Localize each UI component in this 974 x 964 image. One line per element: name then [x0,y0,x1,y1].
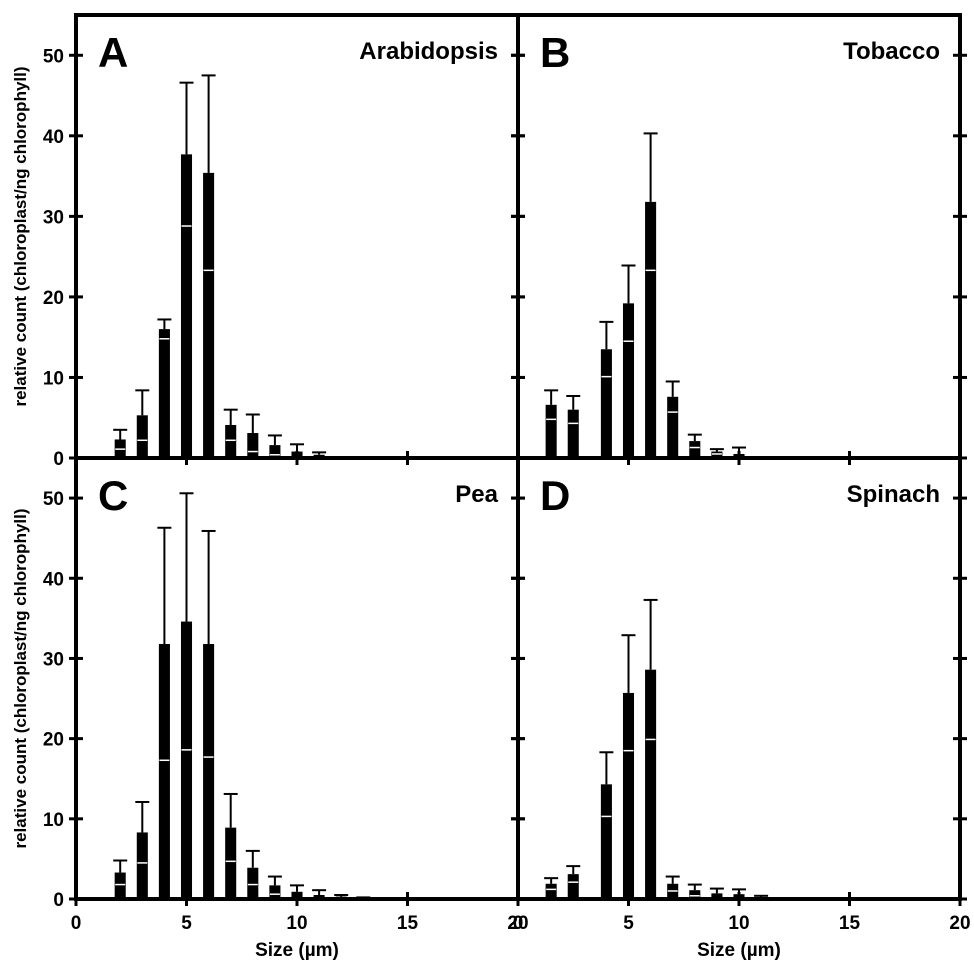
panel-c: 0 10 20 30 40 50 0 5 10 15 20 C Pea relative count (c… [11,456,529,961]
panel-b: B Tobacco [511,13,967,465]
bar [645,669,657,899]
bar [622,692,635,899]
x-tick-label: 20 [949,913,970,934]
bar [733,894,745,899]
x-tick-label: 0 [513,913,524,934]
y-tick-label: 0 [53,449,64,470]
bar [269,885,281,899]
y-tick-label: 0 [53,890,64,911]
bar [733,453,745,458]
bar [357,898,369,899]
bar [711,893,723,899]
y-tick-label: 20 [43,288,64,309]
plot-frame [516,456,962,901]
x-tick-label: 15 [397,913,419,934]
bar [567,874,579,899]
bar [667,396,679,458]
bar [600,349,612,458]
bar [136,832,148,899]
panel-letter: D [540,472,570,519]
bar [247,433,259,458]
panel-letter: A [98,29,128,76]
bar [755,897,767,899]
y-axis-title: relative count (chloroplast/ng chlorophy… [11,66,30,406]
bar [291,891,303,899]
y-tick-label: 50 [43,489,64,510]
y-tick-label: 40 [43,569,64,590]
panel-a: 0 10 20 30 40 50 A Arabidopsis relative count (c… [11,13,525,470]
bar [567,409,579,458]
bar [158,644,170,899]
panel-title: Pea [455,481,498,508]
bar [291,451,303,458]
bar [114,872,126,899]
x-axis-title: Size (µm) [255,940,339,961]
plot-frame [516,13,962,460]
y-tick-label: 30 [43,207,64,228]
bar [225,827,237,899]
x-axis-title: Size (µm) [697,940,781,961]
bar [689,890,701,899]
bar [203,172,215,459]
bar [136,415,148,458]
bar [269,445,281,458]
y-tick-label: 10 [43,810,64,831]
bar [225,424,237,458]
x-tick-label: 0 [71,913,82,934]
x-tick-label: 20 [507,913,528,934]
bar [600,784,612,899]
bar [711,451,723,458]
y-tick-label: 50 [43,46,64,67]
panel-title: Arabidopsis [359,38,498,65]
x-tick-label: 5 [623,913,634,934]
bar [203,644,215,899]
panel-letter: B [540,29,570,76]
bar [622,303,635,458]
bar [545,883,557,899]
bar [247,867,259,899]
y-tick-label: 40 [43,127,64,148]
x-tick-label: 10 [728,913,749,934]
bar [645,201,657,458]
y-tick-label: 20 [43,730,64,751]
bar [689,441,701,458]
panel-letter: C [98,472,128,519]
panel-title: Tobacco [843,38,940,65]
bar [545,404,557,458]
y-tick-label: 10 [43,368,64,389]
x-tick-label: 5 [181,913,192,934]
y-tick-label: 30 [43,649,64,670]
bar [180,154,193,459]
panel-d: 0 5 10 15 20 D Spinach Size (µm) [511,456,971,961]
bar [313,894,325,899]
panel-title: Spinach [847,481,940,508]
bar [335,896,347,899]
y-axis-title: relative count (chloroplast/ng chlorophy… [11,508,30,848]
bar [158,329,170,458]
x-tick-label: 15 [839,913,861,934]
x-tick-label: 10 [286,913,307,934]
bar [180,621,193,899]
